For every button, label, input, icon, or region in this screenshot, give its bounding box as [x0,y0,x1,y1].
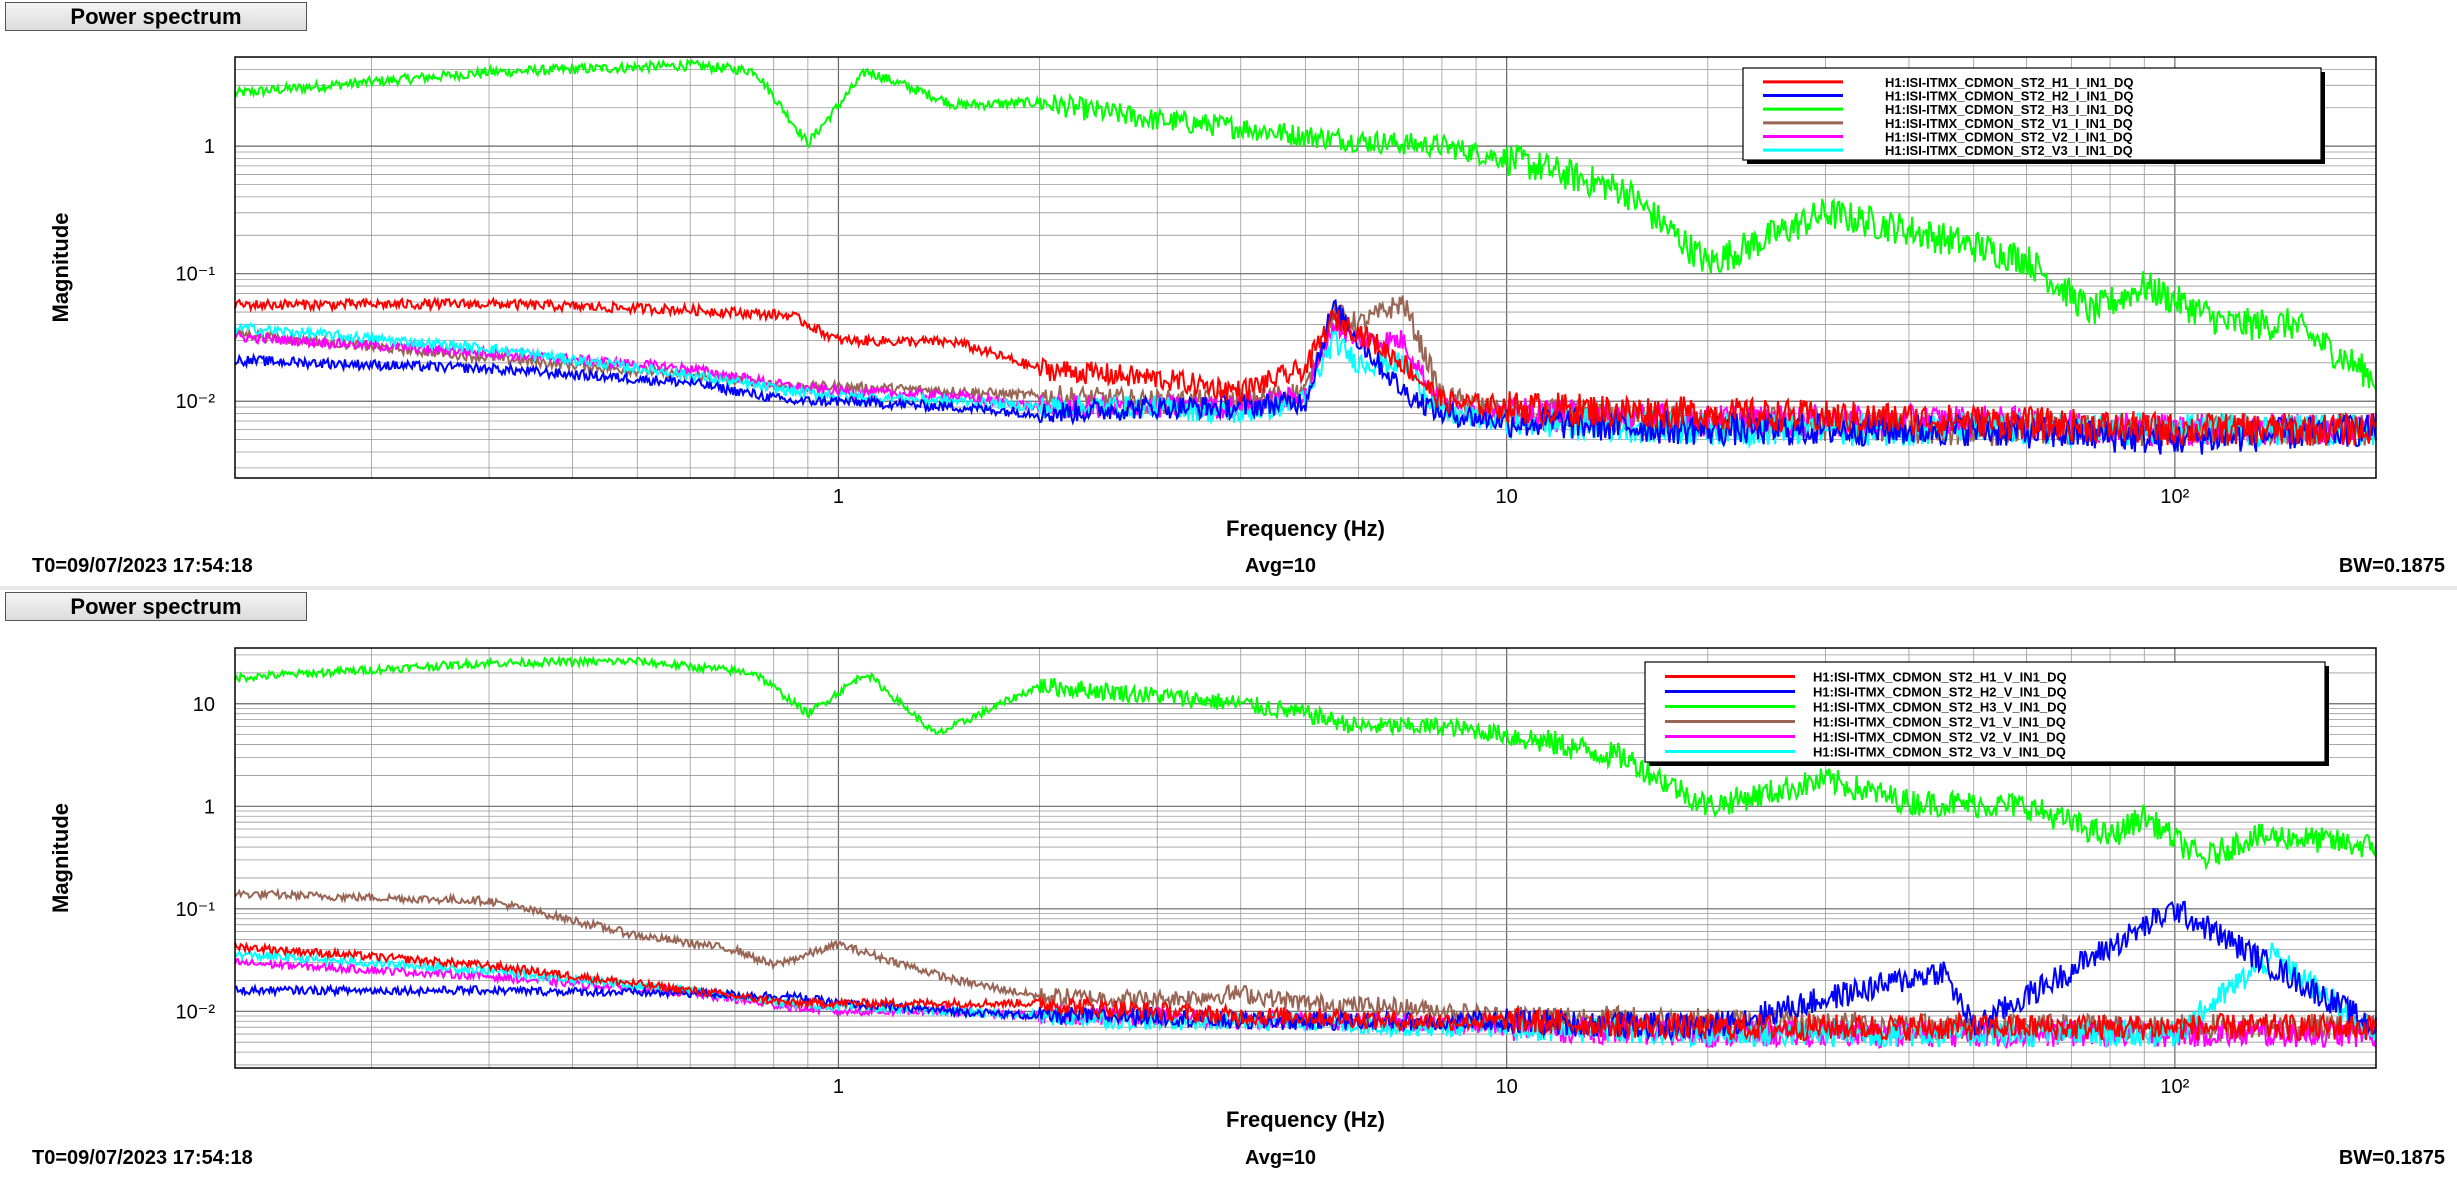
series-line [234,654,2377,871]
legend-entry: H1:ISI-ITMX_CDMON_ST2_H2_V_IN1_DQ [1813,685,2067,700]
series-line [234,900,2377,1042]
power-spectrum-panel-2: Power spectrum 1 10 10² 10⁻² 10⁻¹ 1 10 Frequenc… [0,590,2457,1179]
x-tick-label: 10 [1496,486,1518,508]
legend-entry: H1:ISI-ITMX_CDMON_ST2_H1_I_IN1_DQ [1885,75,2134,90]
y-axis-label: Magnitude [48,803,73,913]
panel-separator [0,586,2457,592]
spectrum-plot-1: 1 10 10² 10⁻² 10⁻¹ 1 Frequency (Hz) Magnitude H1… [48,56,2377,541]
x-axis-label: Frequency (Hz) [1226,1107,1385,1132]
y-tick-label: 1 [204,796,215,818]
series-line [234,941,2377,1042]
legend: H1:ISI-ITMX_CDMON_ST2_H1_V_IN1_DQH1:ISI-… [1644,661,2329,766]
t0-label: T0=09/07/2023 17:54:18 [32,555,253,577]
x-tick-label: 10² [2160,486,2189,508]
x-tick-label: 10 [1496,1076,1518,1098]
series-line [234,298,2377,455]
avg-label: Avg=10 [1245,1147,1316,1169]
x-tick-label: 1 [833,1076,844,1098]
series-line [234,296,2377,446]
legend-entry: H1:ISI-ITMX_CDMON_ST2_V2_V_IN1_DQ [1813,730,2066,745]
x-axis-label: Frequency (Hz) [1226,516,1385,541]
x-tick-label: 1 [833,486,844,508]
series-line [234,887,2377,1044]
legend-entry: H1:ISI-ITMX_CDMON_ST2_V3_V_IN1_DQ [1813,745,2066,760]
avg-label: Avg=10 [1245,555,1316,577]
legend-entry: H1:ISI-ITMX_CDMON_ST2_V1_V_IN1_DQ [1813,715,2066,730]
legend-entry: H1:ISI-ITMX_CDMON_ST2_H3_V_IN1_DQ [1813,700,2067,715]
legend-entry: H1:ISI-ITMX_CDMON_ST2_H3_I_IN1_DQ [1885,102,2134,117]
series-traces [234,654,2377,1050]
legend-entry: H1:ISI-ITMX_CDMON_ST2_H2_I_IN1_DQ [1885,89,2134,104]
y-tick-label: 10⁻² [176,1001,216,1023]
x-tick-label: 10² [2160,1076,2189,1098]
plot-frame [234,56,2377,479]
y-tick-label: 1 [204,136,215,158]
power-spectrum-panel-1: Power spectrum 1 10 10² 10⁻² 10⁻¹ 1 Frequency … [0,0,2457,589]
bw-label: BW=0.1875 [2338,1147,2445,1169]
y-tick-label: 10⁻¹ [176,899,216,921]
legend-entry: H1:ISI-ITMX_CDMON_ST2_V1_I_IN1_DQ [1885,116,2133,131]
y-tick-label: 10⁻¹ [176,264,216,286]
y-tick-label: 10 [193,694,215,716]
t0-label: T0=09/07/2023 17:54:18 [32,1147,253,1169]
panel-title-button[interactable]: Power spectrum [5,592,307,621]
spectrum-plot-2: 1 10 10² 10⁻² 10⁻¹ 1 10 Frequency (Hz) Magnitude… [48,647,2377,1132]
series-line [234,58,2377,391]
legend-entry: H1:ISI-ITMX_CDMON_ST2_V3_I_IN1_DQ [1885,143,2133,158]
y-tick-label: 10⁻² [176,391,216,413]
panel-title-button[interactable]: Power spectrum [5,2,307,31]
y-axis-label: Magnitude [48,213,73,323]
series-traces [234,58,2377,455]
legend: H1:ISI-ITMX_CDMON_ST2_H1_I_IN1_DQH1:ISI-… [1742,67,2325,164]
legend-entry: H1:ISI-ITMX_CDMON_ST2_H1_V_IN1_DQ [1813,670,2067,685]
series-line [234,318,2377,448]
legend-entry: H1:ISI-ITMX_CDMON_ST2_V2_I_IN1_DQ [1885,130,2133,145]
plot-frame [234,647,2377,1069]
bw-label: BW=0.1875 [2338,555,2445,577]
